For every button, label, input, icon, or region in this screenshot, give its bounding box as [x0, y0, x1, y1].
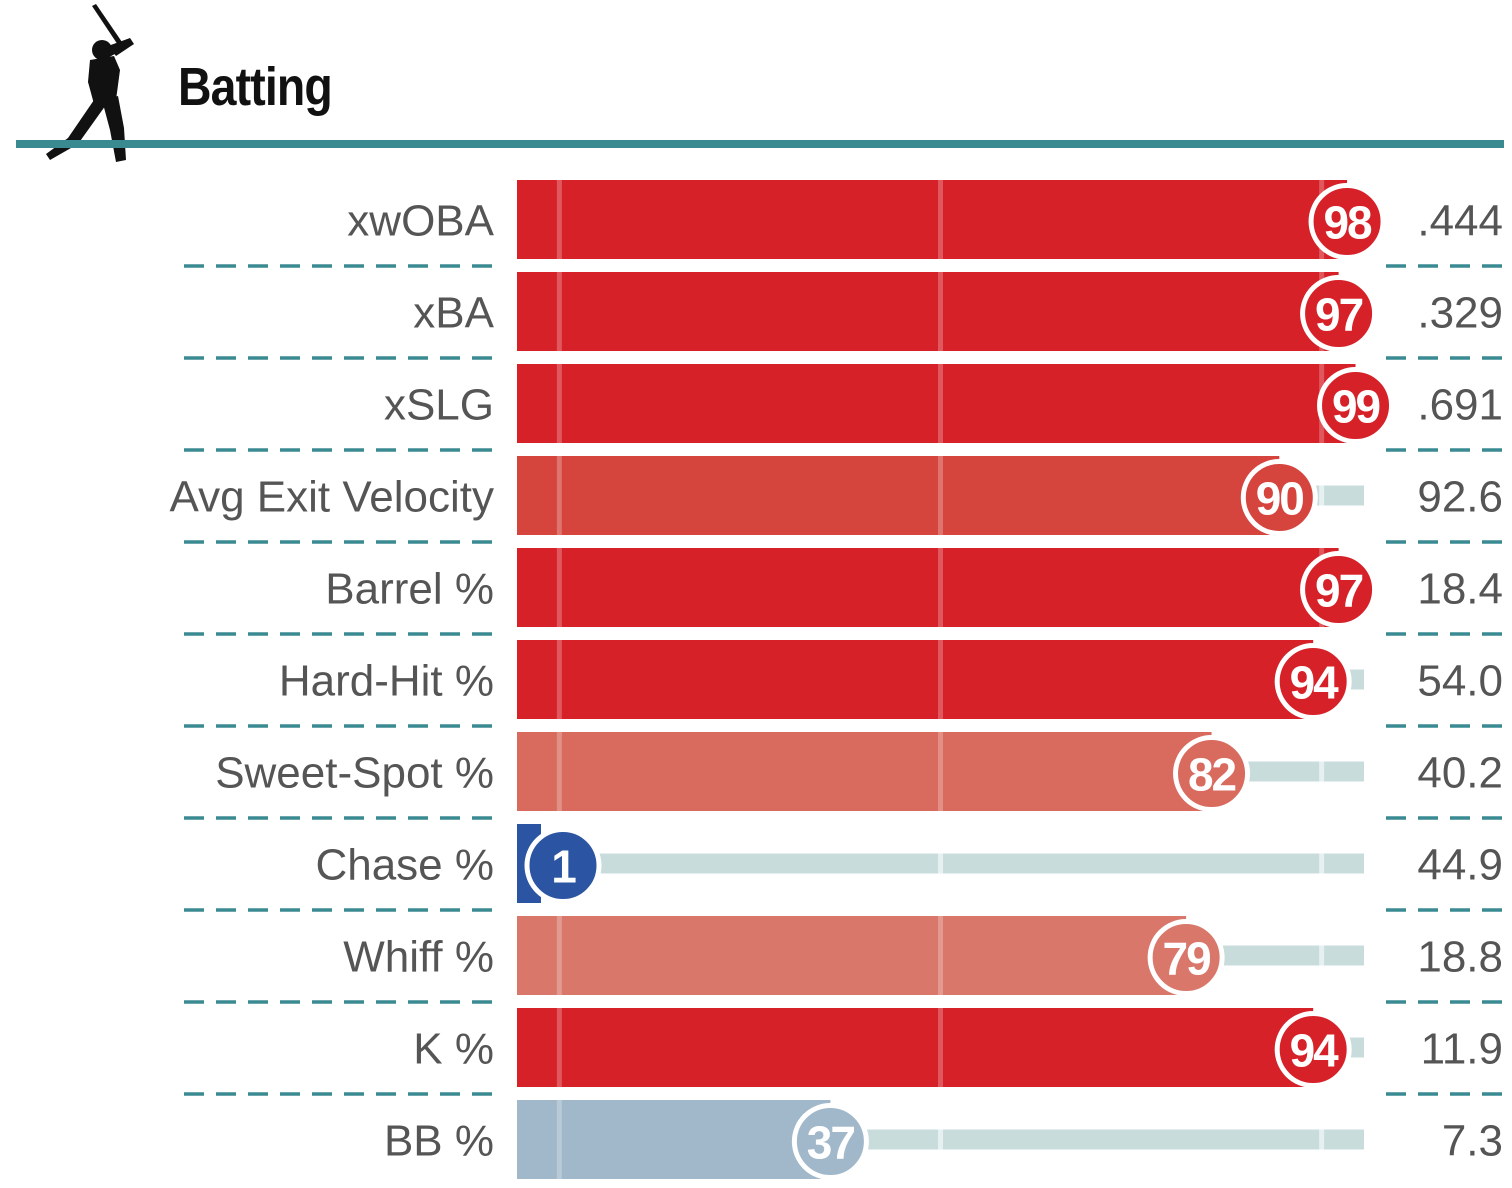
bar-reference-line [938, 456, 943, 535]
percentile-label: 82 [1188, 749, 1236, 801]
bar-reference-line [938, 916, 943, 995]
track-reference-tick [938, 853, 943, 874]
percentile-label: 90 [1256, 473, 1304, 525]
metric-label: Avg Exit Velocity [170, 473, 494, 522]
percentile-circle [1308, 183, 1386, 260]
track-reference-tick [1319, 761, 1325, 782]
bar-reference-line [556, 272, 562, 351]
section-header: Batting [0, 0, 1512, 162]
percentile-circle [1240, 459, 1318, 536]
percentile-label: 97 [1315, 289, 1363, 341]
stat-value: 18.4 [1417, 565, 1503, 614]
percentile-label: 37 [807, 1117, 855, 1169]
stat-value: 92.6 [1417, 473, 1503, 522]
stat-value: .329 [1417, 289, 1503, 338]
stat-value: 11.9 [1421, 1025, 1503, 1074]
bar-reference-line [938, 180, 943, 259]
percentile-label: 99 [1332, 381, 1380, 433]
percentile-label: 97 [1315, 565, 1363, 617]
percentile-circle [1300, 275, 1378, 352]
stat-value: .444 [1417, 197, 1503, 246]
metric-label: K % [413, 1025, 494, 1074]
bar-reference-line [938, 272, 943, 351]
percentile-bar [517, 916, 1187, 995]
percentile-label: 98 [1323, 197, 1372, 249]
bar-reference-line [556, 548, 562, 627]
track-reference-tick [1319, 1129, 1325, 1150]
metric-label: xSLG [384, 381, 494, 430]
metric-label: Hard-Hit % [279, 657, 494, 706]
percentile-bar [517, 732, 1212, 811]
stat-value: .691 [1417, 381, 1503, 430]
bar-reference-line [938, 640, 943, 719]
percentile-circle [1173, 735, 1251, 812]
bar-reference-line [938, 1008, 943, 1087]
bar-reference-line [938, 548, 943, 627]
track-reference-tick [938, 1129, 943, 1150]
bar-reference-line [556, 1100, 562, 1179]
stat-value: 40.2 [1417, 749, 1503, 798]
header-divider [16, 140, 1504, 148]
bar-reference-line [556, 732, 562, 811]
percentile-circle [1274, 1011, 1352, 1088]
bar-reference-line [556, 1008, 562, 1087]
percentile-bar [517, 180, 1348, 259]
percentile-circle [1300, 551, 1378, 628]
track-reference-tick [1319, 945, 1325, 966]
percentile-circle [791, 1103, 869, 1180]
bar-reference-line [938, 732, 943, 811]
bar-reference-line [556, 180, 562, 259]
stat-value: 44.9 [1417, 841, 1503, 890]
metric-label: xBA [413, 289, 494, 338]
track-reference-tick [1319, 853, 1325, 874]
bar-reference-line [556, 364, 562, 443]
track-reference-tick [1319, 485, 1325, 506]
metric-label: xwOBA [347, 197, 494, 246]
percentile-bar [517, 272, 1339, 351]
percentile-bar [517, 1008, 1314, 1087]
percentile-circle [524, 827, 602, 904]
percentile-label: 94 [1290, 1025, 1340, 1077]
percentile-circle [1317, 367, 1395, 444]
metric-label: Chase % [315, 841, 494, 890]
percentile-label: 94 [1290, 657, 1340, 709]
percentile-circle [1147, 919, 1225, 996]
percentile-bar [517, 548, 1339, 627]
percentile-label: 1 [551, 841, 576, 893]
metric-label: Barrel % [325, 565, 494, 614]
percentile-bar [517, 640, 1314, 719]
bar-reference-line [556, 916, 562, 995]
metric-label: Whiff % [343, 933, 494, 982]
metric-label: Sweet-Spot % [215, 749, 494, 798]
bar-reference-line [556, 456, 562, 535]
stat-value: 54.0 [1417, 657, 1503, 706]
percentile-label: 79 [1163, 933, 1211, 985]
bar-reference-line [556, 640, 562, 719]
stat-value: 18.8 [1417, 933, 1503, 982]
bar-reference-line [938, 364, 943, 443]
percentile-bar [517, 364, 1356, 443]
section-title: Batting [178, 57, 333, 117]
stat-value: 7.3 [1442, 1117, 1503, 1166]
percentile-bar [517, 456, 1280, 535]
percentile-bar [517, 1100, 831, 1179]
metric-label: BB % [384, 1117, 494, 1166]
percentile-circle [1274, 643, 1352, 720]
